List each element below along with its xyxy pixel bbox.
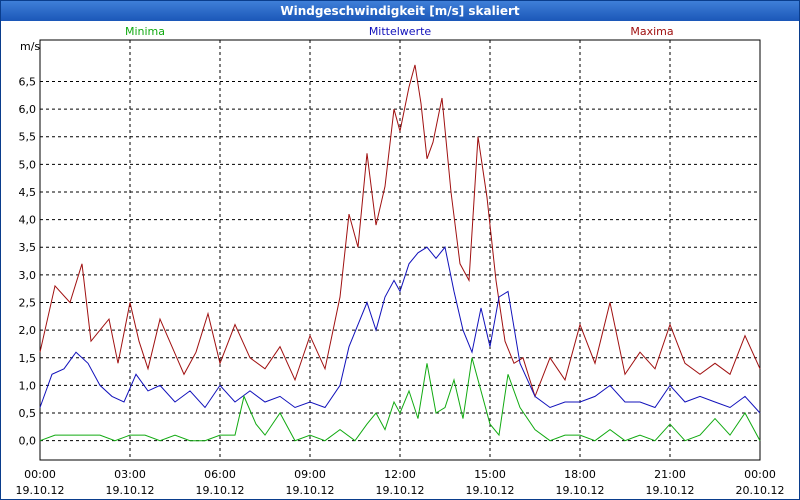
x-tick-date: 19.10.12	[16, 484, 65, 497]
x-tick-date: 19.10.12	[556, 484, 605, 497]
x-tick-time: 18:00	[564, 468, 596, 481]
x-tick-time: 03:00	[114, 468, 146, 481]
y-tick-label: 4,5	[19, 186, 37, 199]
legend-mittelwerte: Mittelwerte	[369, 25, 432, 38]
x-tick-time: 00:00	[744, 468, 776, 481]
x-tick-time: 15:00	[474, 468, 506, 481]
y-tick-label: 3,5	[19, 241, 37, 254]
x-tick-date: 19.10.12	[196, 484, 245, 497]
x-tick-time: 06:00	[204, 468, 236, 481]
series-line-mean	[39, 246, 761, 414]
y-tick-label: 5,5	[19, 131, 37, 144]
x-tick-time: 12:00	[384, 468, 416, 481]
y-tick-label: 1,0	[19, 379, 37, 392]
x-tick-date: 20.10.12	[736, 484, 785, 497]
y-axis-label: m/s	[20, 40, 40, 53]
series-line-min	[39, 357, 761, 442]
y-tick-label: 3,0	[19, 269, 37, 282]
x-tick-time: 09:00	[294, 468, 326, 481]
y-tick-label: 2,0	[19, 324, 37, 337]
x-tick-date: 19.10.12	[646, 484, 695, 497]
y-tick-label: 4,0	[19, 214, 37, 227]
y-tick-label: 6,0	[19, 103, 37, 116]
series-line-max	[39, 64, 761, 398]
x-tick-date: 19.10.12	[466, 484, 515, 497]
window-title: Windgeschwindigkeit [m/s] skaliert	[1, 1, 799, 21]
x-axis-ticks: 00:00 19.10.12 03:00 19.10.12 06:00 19.10.12 0…	[16, 468, 785, 497]
legend-maxima: Maxima	[630, 25, 673, 38]
y-tick-label: 0,0	[19, 435, 37, 448]
y-tick-label: 1,5	[19, 352, 37, 365]
y-axis-ticks: 0,0 0,5 1,0 1,5 2,0 2,5 3,0 3,5 4,0 4,5 5,0 5,5 6,0 6…	[19, 75, 37, 447]
series-group	[39, 64, 761, 442]
x-tick-time: 21:00	[654, 468, 686, 481]
y-tick-label: 0,5	[19, 407, 37, 420]
legend-minima: Minima	[125, 25, 165, 38]
y-tick-label: 5,0	[19, 158, 37, 171]
x-tick-date: 19.10.12	[106, 484, 155, 497]
x-tick-date: 19.10.12	[376, 484, 425, 497]
x-tick-date: 19.10.12	[286, 484, 335, 497]
y-tick-label: 6,5	[19, 75, 37, 88]
y-tick-label: 2,5	[19, 297, 37, 310]
x-tick-time: 00:00	[24, 468, 56, 481]
